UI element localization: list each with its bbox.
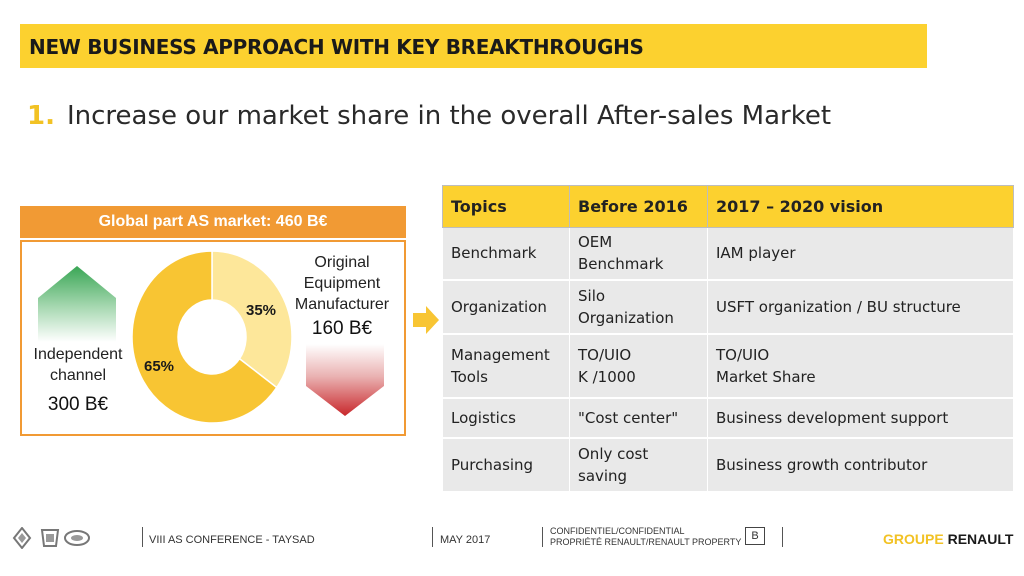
table-cell: Purchasing [442, 437, 570, 493]
table-cell: TO/UIO K /1000 [569, 333, 708, 399]
footer-divider [142, 527, 143, 547]
footer-confidential: CONFIDENTIEL/CONFIDENTIAL PROPRIÉTÉ RENA… [550, 526, 741, 548]
classification-badge: B [745, 527, 765, 545]
table-cell: Benchmark [442, 227, 570, 281]
cell-line: OEM [578, 233, 613, 252]
oem-label-line-3: Manufacturer [294, 296, 390, 313]
cell-line: TO/UIO [578, 345, 632, 364]
table-cell: Only cost saving [569, 437, 708, 493]
oem-label-line-1: Original [314, 254, 370, 271]
brand-renault: RENAULT [947, 531, 1014, 547]
table-row: Benchmark OEM Benchmark IAM player [442, 227, 1014, 281]
table-cell: Business growth contributor [707, 437, 1014, 493]
indep-pct-label: 65% [144, 358, 175, 375]
donut-slice-indep [131, 250, 278, 424]
cell-line: Tools [451, 367, 488, 386]
table-cell: TO/UIO Market Share [707, 333, 1014, 399]
table-cell: Silo Organization [569, 279, 708, 335]
cell-line: Silo [578, 286, 606, 305]
table-cell: Organization [442, 279, 570, 335]
table-header-row: Topics Before 2016 2017 – 2020 vision [442, 185, 1014, 228]
indep-label-line-1: Independent [33, 346, 123, 363]
table-header-vision: 2017 – 2020 vision [707, 185, 1014, 228]
indep-label: Independent channel [22, 344, 134, 386]
table-row: Purchasing Only cost saving Business gro… [442, 437, 1014, 493]
table-header-topics: Topics [442, 185, 570, 228]
cell-line: saving [578, 466, 628, 485]
table-header-before: Before 2016 [569, 185, 708, 228]
red-down-arrow-icon [306, 344, 384, 416]
table-cell: "Cost center" [569, 397, 708, 439]
table-cell: Logistics [442, 397, 570, 439]
cell-line: TO/UIO [716, 345, 770, 364]
cell-line: Organization [578, 308, 674, 327]
footer-divider [542, 527, 543, 547]
headline-number: 1. [27, 101, 55, 131]
oem-pct-label: 35% [246, 302, 277, 319]
title-bar: NEW BUSINESS APPROACH WITH KEY BREAKTHRO… [20, 24, 927, 68]
right-arrow-icon [413, 306, 439, 334]
footer-conference: VIII AS CONFERENCE - TAYSAD [149, 534, 315, 546]
cell-line: Market Share [716, 367, 816, 386]
table-cell: IAM player [707, 227, 1014, 281]
footer-conf-line-1: CONFIDENTIEL/CONFIDENTIAL [550, 526, 685, 536]
footer-conf-line-2: PROPRIÉTÉ RENAULT/RENAULT PROPERTY [550, 537, 742, 547]
footer-divider [432, 527, 433, 547]
headline-text: Increase our market share in the overall… [66, 101, 832, 131]
indep-value: 300 B€ [47, 394, 109, 415]
market-header: Global part AS market: 460 B€ [20, 206, 406, 238]
market-donut-chart [131, 250, 293, 424]
footer-date: MAY 2017 [440, 534, 491, 546]
headline: 1. Increase our market share in the overa… [27, 101, 831, 131]
table-row: Management Tools TO/UIO K /1000 TO/UIO M… [442, 333, 1014, 399]
table-row: Organization Silo Organization USFT orga… [442, 279, 1014, 335]
table-cell: Business development support [707, 397, 1014, 439]
brand-logos-icon [12, 527, 90, 549]
topics-table: Topics Before 2016 2017 – 2020 vision Be… [442, 185, 1014, 493]
donut-slice-oem [211, 250, 293, 389]
oem-label: Original Equipment Manufacturer [288, 252, 396, 315]
cell-line: Management [451, 345, 550, 364]
brand-groupe: GROUPE [883, 531, 944, 547]
cell-line: Only cost [578, 444, 649, 463]
green-up-arrow-icon [38, 266, 116, 342]
indep-label-line-2: channel [49, 367, 107, 384]
table-cell: OEM Benchmark [569, 227, 708, 281]
table-row: Logistics "Cost center" Business develop… [442, 397, 1014, 439]
cell-line: Benchmark [578, 255, 664, 274]
groupe-renault-logo: GROUPE RENAULT [883, 531, 1013, 547]
table-cell: Management Tools [442, 333, 570, 399]
page-title: NEW BUSINESS APPROACH WITH KEY BREAKTHRO… [29, 35, 644, 59]
oem-value: 160 B€ [311, 318, 373, 339]
oem-label-line-2: Equipment [303, 275, 381, 292]
table-cell: USFT organization / BU structure [707, 279, 1014, 335]
cell-line: K /1000 [578, 367, 636, 386]
footer-divider [782, 527, 783, 547]
